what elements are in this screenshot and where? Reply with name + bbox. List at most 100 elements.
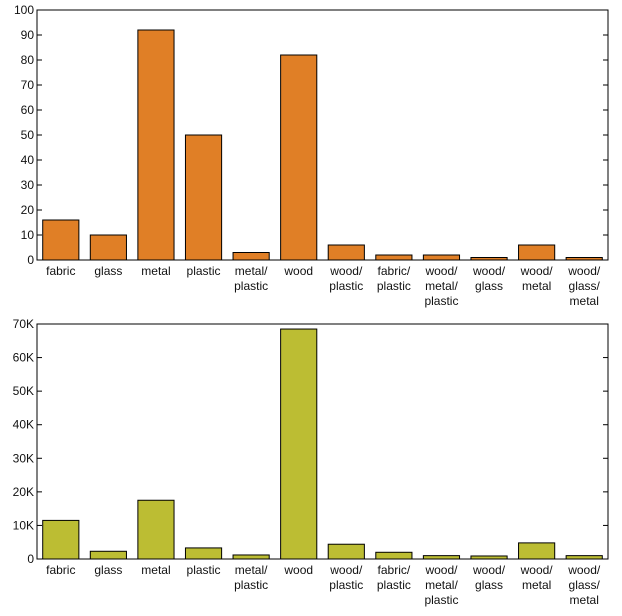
y-tick-label: 70K: [13, 317, 34, 331]
x-tick-label-line: wood/: [329, 264, 363, 278]
x-tick-label: metal/plastic: [234, 264, 268, 293]
x-tick-label: wood: [283, 563, 313, 577]
x-tick-label: wood/metal: [520, 563, 554, 592]
x-tick-label-line: glass: [475, 279, 503, 293]
y-tick-label: 30: [21, 178, 35, 192]
bar: [184, 547, 223, 560]
x-tick-label-line: plastic: [187, 264, 221, 278]
bar: [280, 54, 318, 261]
y-tick-label: 20: [21, 203, 35, 217]
x-tick-label-line: plastic: [329, 279, 363, 293]
bar: [327, 543, 365, 560]
x-tick-label-line: fabric: [46, 264, 75, 278]
x-tick-label-line: wood/: [472, 563, 506, 577]
x-tick-label: fabric: [46, 264, 75, 278]
y-tick-label: 50K: [13, 384, 34, 398]
y-tick-label: 0: [27, 253, 34, 267]
x-tick-label: wood/plastic: [329, 264, 363, 293]
bar: [565, 257, 603, 261]
x-tick-label: wood/glass: [472, 264, 506, 293]
bar: [518, 542, 556, 560]
x-tick-label: plastic: [187, 264, 221, 278]
x-tick-label-line: wood/: [567, 264, 601, 278]
bar: [565, 555, 603, 560]
x-tick-label: wood/glass/metal: [567, 264, 601, 308]
x-tick-label: metal: [141, 563, 170, 577]
x-tick-label: glass: [94, 264, 122, 278]
bar: [375, 551, 413, 560]
x-tick-label-line: wood/: [329, 563, 363, 577]
x-tick-label-line: wood/: [567, 563, 601, 577]
y-tick-label: 40: [21, 153, 35, 167]
x-tick-label-line: metal: [570, 593, 599, 607]
x-tick-label-line: metal: [522, 279, 551, 293]
x-tick-label-line: wood: [283, 563, 313, 577]
x-tick-label: plastic: [187, 563, 221, 577]
y-tick-label: 30K: [13, 451, 34, 465]
x-tick-label-line: wood/: [424, 264, 458, 278]
y-tick-label: 40K: [13, 418, 34, 432]
x-tick-label: wood/metal/plastic: [424, 563, 458, 607]
x-tick-label-line: glass: [475, 578, 503, 592]
y-tick-label: 80: [21, 53, 35, 67]
bar: [137, 499, 175, 560]
x-tick-label: wood/glass/metal: [567, 563, 601, 607]
bar: [280, 328, 318, 560]
bar: [232, 252, 270, 261]
x-tick-label-line: metal/: [235, 264, 268, 278]
y-tick-label: 90: [21, 28, 35, 42]
y-tick-label: 60K: [13, 351, 34, 365]
y-tick-label: 10: [21, 228, 35, 242]
bar: [375, 254, 413, 261]
x-tick-label: wood/glass: [472, 563, 506, 592]
y-tick-label: 70: [21, 78, 35, 92]
bar: [232, 554, 270, 560]
y-tick-label: 10K: [13, 518, 34, 532]
y-tick-label: 50: [21, 128, 35, 142]
x-tick-label: fabric/plastic: [377, 563, 411, 592]
x-tick-label-line: plastic: [424, 593, 458, 607]
chart-panel-2: 0 10K 20K 30K 40K 50K 60K 70K fabric glass metal pl…: [13, 317, 609, 607]
bar: [422, 555, 461, 560]
bar: [422, 254, 461, 261]
plot-frame: [36, 323, 609, 560]
y-tick-label: 0: [27, 552, 34, 566]
y-tick-label: 20K: [13, 485, 34, 499]
x-tick-label-line: metal: [570, 294, 599, 308]
x-tick-label: wood/metal: [520, 264, 554, 293]
x-tick-label-line: wood/: [520, 563, 554, 577]
x-tick-label-line: glass: [94, 563, 122, 577]
x-tick-label: wood/plastic: [329, 563, 363, 592]
x-tick-label-line: metal/: [235, 563, 268, 577]
x-tick-label-line: plastic: [329, 578, 363, 592]
x-tick-label-line: metal: [141, 563, 170, 577]
bar: [184, 134, 223, 261]
x-tick-label-line: fabric/: [378, 264, 411, 278]
x-tick-label-line: plastic: [234, 578, 268, 592]
x-tick-label: wood: [283, 264, 313, 278]
x-tick-label-line: plastic: [377, 279, 411, 293]
plot-frame: [36, 9, 609, 261]
x-tick-label: fabric: [46, 563, 75, 577]
x-tick-label-line: glass/: [569, 279, 601, 293]
x-tick-label-line: fabric: [46, 563, 75, 577]
x-tick-label-line: plastic: [234, 279, 268, 293]
bar: [518, 244, 556, 261]
y-tick-label: 60: [21, 103, 35, 117]
bar: [89, 550, 127, 560]
x-tick-label-line: plastic: [424, 294, 458, 308]
bar: [42, 219, 80, 261]
bar: [470, 555, 508, 560]
bar: [327, 244, 365, 261]
x-tick-label-line: glass/: [569, 578, 601, 592]
x-tick-label-line: metal/: [425, 578, 458, 592]
bar: [42, 519, 80, 560]
x-tick-label-line: plastic: [187, 563, 221, 577]
x-tick-label-line: glass: [94, 264, 122, 278]
bar: [470, 257, 508, 261]
x-tick-label-line: wood/: [424, 563, 458, 577]
x-tick-label-line: wood: [283, 264, 313, 278]
x-tick-label-line: metal/: [425, 279, 458, 293]
